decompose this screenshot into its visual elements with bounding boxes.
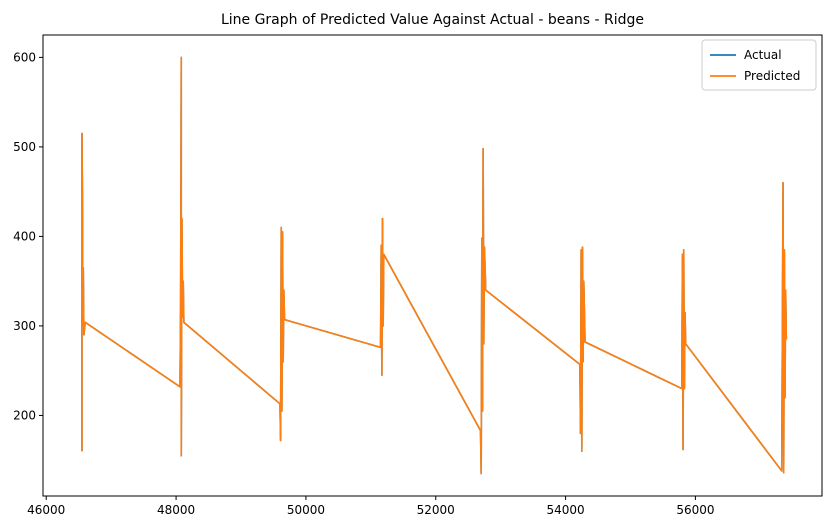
y-tick-label: 600 [13, 50, 36, 64]
legend-label: Actual [744, 48, 782, 62]
series-line-predicted [81, 56, 788, 475]
y-tick-label: 400 [13, 229, 36, 243]
x-tick-label: 56000 [676, 503, 714, 517]
x-axis: 46000 48000 50000 52000 54000 56000 [27, 496, 715, 517]
y-axis: 200 300 400 500 600 [13, 50, 43, 422]
x-tick-label: 52000 [417, 503, 455, 517]
series-line-actual [81, 56, 788, 475]
legend: Actual Predicted [701, 39, 817, 91]
y-tick-label: 300 [13, 319, 36, 333]
x-tick-label: 54000 [546, 503, 584, 517]
y-tick-label: 200 [13, 408, 36, 422]
chart-title: Line Graph of Predicted Value Against Ac… [221, 12, 644, 28]
x-tick-label: 48000 [157, 503, 195, 517]
x-tick-label: 50000 [287, 503, 325, 517]
y-tick-label: 500 [13, 140, 36, 154]
x-tick-label: 46000 [27, 503, 65, 517]
legend-label: Predicted [744, 69, 800, 83]
legend-box [701, 39, 817, 91]
series-layer [81, 56, 788, 475]
plot-area [42, 34, 823, 497]
